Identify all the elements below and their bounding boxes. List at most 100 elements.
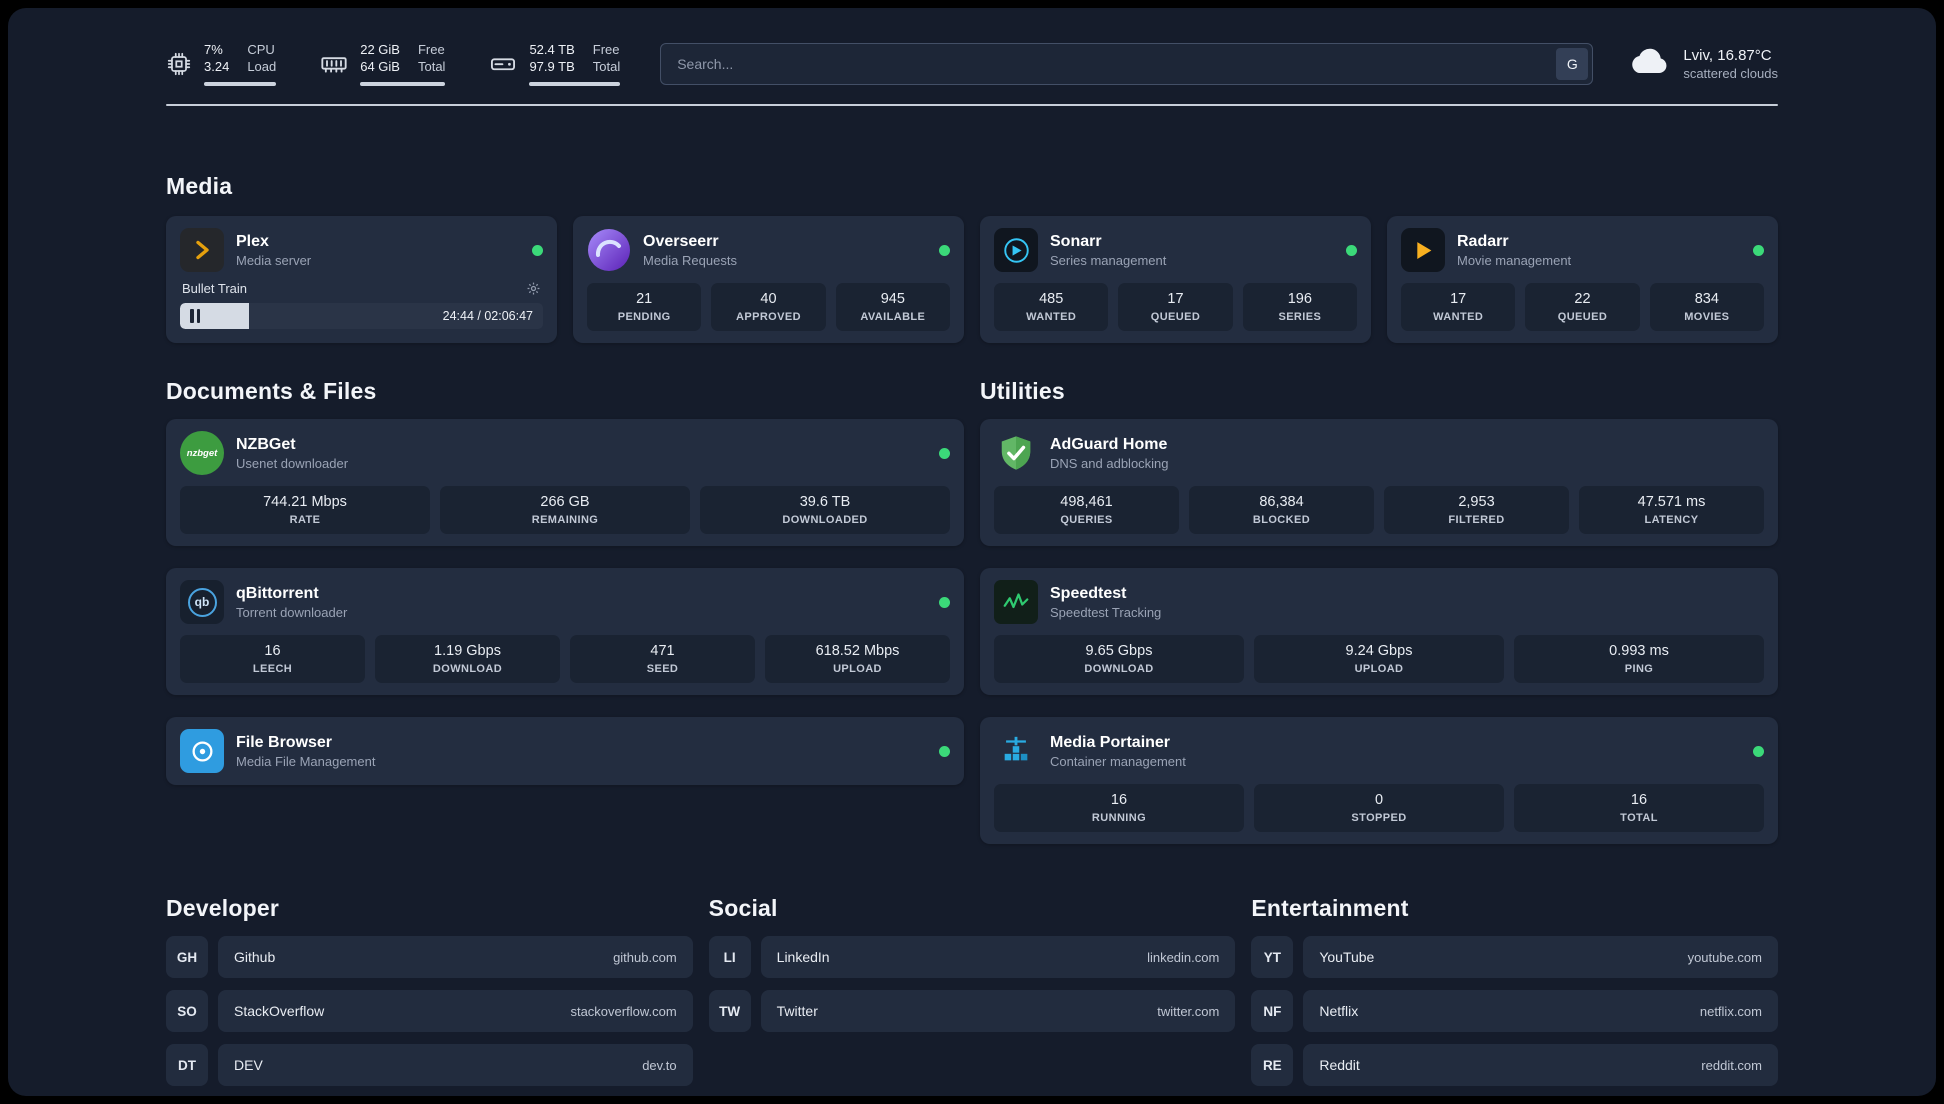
disk-label-top: Free (592, 42, 620, 58)
middle-columns: Documents & Files nzbget NZBGet Usenet d… (166, 377, 1778, 844)
cpu-label-bottom: Load (247, 59, 277, 74)
link-badge[interactable]: TW (708, 990, 751, 1032)
link-row-reddit[interactable]: RE Reddit reddit.com (1251, 1044, 1778, 1086)
stat-leech: 16 LEECH (180, 635, 365, 683)
app-card-portainer[interactable]: Media Portainer Container management 16 … (980, 717, 1778, 844)
ram-icon (320, 50, 348, 78)
overseerr-icon (587, 228, 631, 272)
plex-now-playing: Bullet Train 24:44 / 02:06:47 (180, 281, 543, 329)
qbittorrent-icon-text: qb (187, 587, 217, 617)
adguard-icon (994, 431, 1038, 475)
app-name: Radarr (1457, 232, 1509, 250)
link-name: Twitter (776, 1003, 818, 1019)
link-badge[interactable]: NF (1251, 990, 1294, 1032)
link-row-netflix[interactable]: NF Netflix netflix.com (1251, 990, 1778, 1032)
stat-rate: 744.21 Mbps RATE (180, 486, 430, 534)
link-row-twitter[interactable]: TW Twitter twitter.com (708, 990, 1236, 1032)
stat-value: 86,384 (1259, 494, 1304, 510)
stat-remaining: 266 GB REMAINING (440, 486, 690, 534)
system-metrics: 7% 3.24 CPU Load (166, 42, 621, 86)
gear-icon[interactable] (526, 281, 541, 296)
app-card-nzbget[interactable]: nzbget NZBGet Usenet downloader 744.21 M… (166, 419, 964, 546)
stat-available: 945 AVAILABLE (835, 283, 950, 331)
disk-label-bottom: Total (592, 59, 621, 74)
app-card-overseerr[interactable]: Overseerr Media Requests 21 PENDING 40 A… (573, 216, 964, 343)
utilities-column: Utilities (980, 377, 1778, 844)
app-subtitle: DNS and adblocking (1050, 455, 1169, 471)
link-badge[interactable]: GH (166, 936, 208, 978)
stat-seed: 471 SEED (570, 635, 755, 683)
stat-total: 16 TOTAL (1514, 784, 1764, 832)
section-title-developer: Developer (166, 895, 280, 921)
stat-value: 266 GB (540, 494, 590, 510)
stat-value: 21 (636, 291, 653, 307)
search-input[interactable] (660, 43, 1594, 85)
link-row-stackoverflow[interactable]: SO StackOverflow stackoverflow.com (166, 990, 693, 1032)
stat-label: SERIES (1278, 311, 1322, 323)
documents-column: Documents & Files nzbget NZBGet Usenet d… (166, 377, 964, 844)
stat-value: 0 (1374, 792, 1384, 808)
app-card-filebrowser[interactable]: File Browser Media File Management (166, 717, 964, 785)
stat-label: APPROVED (736, 311, 801, 323)
sonarr-status-dot (1346, 244, 1357, 256)
ram-free-value: 22 GiB (360, 42, 400, 58)
app-card-qbittorrent[interactable]: qb qBittorrent Torrent downloader 16 (166, 568, 964, 695)
ram-total-value: 64 GiB (360, 59, 400, 74)
link-badge[interactable]: DT (166, 1044, 208, 1086)
stat-value: 16 (1630, 792, 1648, 808)
stat-label: SEED (646, 663, 679, 675)
link-url: dev.to (642, 1057, 677, 1073)
link-row-youtube[interactable]: YT YouTube youtube.com (1251, 936, 1778, 978)
stat-ping: 0.993 ms PING (1514, 635, 1764, 683)
cpu-usage-bar (204, 81, 277, 86)
app-card-adguard[interactable]: AdGuard Home DNS and adblocking 498,461 … (980, 419, 1778, 546)
link-name: Reddit (1319, 1057, 1360, 1073)
link-name: LinkedIn (776, 949, 830, 965)
app-name: Sonarr (1050, 232, 1102, 250)
app-name: File Browser (236, 733, 333, 751)
portainer-icon (994, 729, 1038, 773)
speedtest-icon (994, 580, 1038, 624)
app-card-sonarr[interactable]: Sonarr Series management 485 WANTED 17 Q… (980, 216, 1371, 343)
link-row-linkedin[interactable]: LI LinkedIn linkedin.com (708, 936, 1236, 978)
stat-stopped: 0 STOPPED (1254, 784, 1504, 832)
pause-button[interactable] (190, 309, 200, 323)
stat-pending: 21 PENDING (587, 283, 702, 331)
developer-section: Developer GH Github github.com SO StackO… (166, 894, 693, 1086)
qbittorrent-icon: qb (180, 580, 224, 624)
playback-progress-bar[interactable]: 24:44 / 02:06:47 (180, 303, 543, 329)
app-card-speedtest[interactable]: Speedtest Speedtest Tracking 9.65 Gbps D… (980, 568, 1778, 695)
cpu-metric: 7% 3.24 CPU Load (166, 42, 277, 86)
link-row-dev[interactable]: DT DEV dev.to (166, 1044, 693, 1086)
stat-approved: 40 APPROVED (711, 283, 826, 331)
plex-icon (180, 228, 224, 272)
app-card-plex[interactable]: Plex Media server Bullet Train (166, 216, 557, 343)
link-badge[interactable]: SO (166, 990, 208, 1032)
link-badge[interactable]: YT (1251, 936, 1294, 978)
stat-value: 47.571 ms (1637, 494, 1706, 510)
link-row-github[interactable]: GH Github github.com (166, 936, 693, 978)
topbar-divider (166, 104, 1778, 106)
section-title-social: Social (708, 895, 778, 921)
app-subtitle: Torrent downloader (236, 604, 348, 620)
dashboard-window: 7% 3.24 CPU Load (8, 8, 1936, 1096)
link-name: DEV (234, 1057, 263, 1073)
stat-value: 0.993 ms (1609, 643, 1669, 659)
stat-label: AVAILABLE (860, 311, 926, 323)
stat-value: 9.65 Gbps (1085, 643, 1153, 659)
playback-time: 24:44 / 02:06:47 (442, 309, 533, 323)
search-provider-button[interactable]: G (1556, 48, 1589, 80)
radarr-status-dot (1753, 244, 1764, 256)
stat-value: 22 (1574, 291, 1591, 307)
cpu-usage-value: 7% (204, 42, 223, 58)
link-badge[interactable]: RE (1251, 1044, 1294, 1086)
stat-series: 196 SERIES (1242, 283, 1357, 331)
link-url: linkedin.com (1147, 949, 1220, 965)
stat-label: STOPPED (1351, 812, 1407, 824)
link-badge[interactable]: LI (708, 936, 751, 978)
stat-upload: 618.52 Mbps UPLOAD (765, 635, 950, 683)
cpu-icon (166, 51, 192, 77)
stat-wanted: 17 WANTED (1401, 283, 1516, 331)
section-title-documents: Documents & Files (166, 378, 377, 404)
app-card-radarr[interactable]: Radarr Movie management 17 WANTED 22 QUE… (1387, 216, 1778, 343)
